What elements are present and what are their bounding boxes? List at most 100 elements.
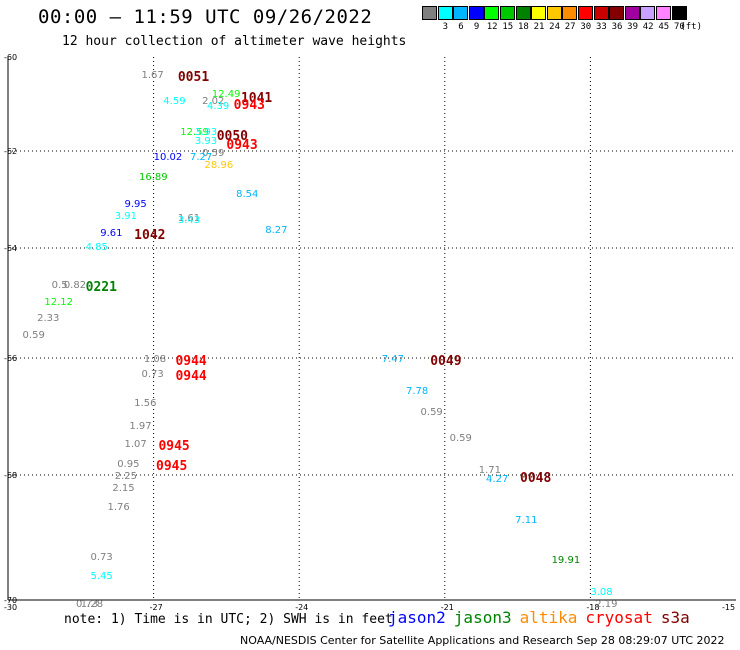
wave-height-label: 28.96 [204,159,234,171]
latitude-tick-label: -66 [4,354,18,363]
pass-time-label: 0945 [158,438,190,454]
wave-height-label: 2.15 [112,483,135,495]
wave-height-label: 7.11 [515,514,538,526]
wave-height-label: 12.59 [180,126,209,138]
wave-height-label: 1.28 [80,599,104,610]
pass-time-label: 0943 [233,98,265,114]
legend-tick-label: 18 [517,22,529,32]
latitude-tick-label: -60 [4,53,18,62]
satellite-label-cryosat: cryosat [585,608,653,627]
wave-height-label: 3.43 [177,215,201,227]
wave-height-label: 0.73 [141,368,164,380]
wave-height-label: 2.25 [114,471,138,483]
legend-tick-label: 27 [564,22,576,32]
pass-time-label: 0221 [85,280,117,295]
satellite-legend: jason2 jason3 altika cryosat s3a [388,608,698,627]
wave-height-label: 0.82 [63,280,87,291]
wave-height-label: 1.07 [124,438,147,450]
wave-height-label: 4.59 [163,95,186,107]
wave-height-label: 12.12 [44,296,74,308]
satellite-label-altika: altika [519,608,578,627]
legend-swatch [531,6,547,20]
legend-tick-label: 45 [658,22,670,32]
longitude-tick-label: -30 [4,603,18,612]
wave-height-label: 7.78 [405,386,429,398]
pass-time-label: 0944 [175,368,207,384]
legend-swatch [593,6,609,20]
wave-height-label: 4.85 [85,242,108,254]
wave-height-label: 1.76 [107,502,130,514]
legend-tick-label: 30 [580,22,592,32]
satellite-label-jason3: jason3 [453,608,512,627]
legend-swatch [624,6,640,20]
wave-height-label: 3.93 [194,135,218,147]
legend-tick-label: 21 [533,22,545,32]
pass-time-label: 0051 [177,70,210,86]
legend-tick-label: 33 [595,22,607,32]
wave-height-label: 9.95 [124,198,147,210]
wave-height-label: 12.49 [211,88,241,100]
footer-credit: NOAA/NESDIS Center for Satellite Applica… [240,634,725,647]
latitude-tick-label: -62 [4,147,18,156]
legend-swatch [468,6,484,20]
wave-height-label: 16.89 [139,171,168,183]
legend-tick-label: 70 [673,22,685,32]
wave-height-label: 7.27 [190,152,213,164]
wave-height-label: 8.27 [265,225,288,237]
wave-height-label: 1.71 [478,465,502,477]
pass-time-label: 1041 [240,91,273,107]
legend-tick-label: 24 [549,22,561,32]
pass-time-label: 1042 [134,227,166,243]
wave-height-label: 3.93 [194,126,218,138]
latitude-tick-label: -68 [4,471,18,480]
legend-swatch [546,6,562,20]
wave-height-label: 7.47 [381,354,404,366]
wave-height-label: 10.02 [153,152,183,164]
legend-swatch [640,6,656,20]
note-text: note: 1) Time is in UTC; 2) SWH is in fe… [64,612,393,627]
wave-height-label: 1.97 [129,421,152,433]
legend-swatch [437,6,453,20]
wave-height-label: 5.45 [90,570,113,582]
wave-height-label: 0.59 [202,147,225,159]
legend-swatch [484,6,500,20]
legend-swatch [453,6,469,20]
latitude-tick-label: -64 [4,244,18,253]
legend-tick-label: 9 [473,22,480,32]
wave-height-label: 3.91 [114,210,138,222]
wave-height-label: 4.39 [206,100,230,112]
legend-tick-label: 15 [502,22,514,32]
map-title: 00:00 – 11:59 UTC 09/26/2022 [38,6,373,28]
legend-swatch [515,6,531,20]
legend-swatch [562,6,578,20]
wave-height-label: 1.56 [134,397,157,409]
wave-height-label: 8.54 [236,188,259,200]
latitude-tick-label: -70 [4,596,18,605]
satellite-label-s3a: s3a [660,608,690,627]
wave-height-label: 1.61 [177,213,201,225]
pass-time-label: 0049 [430,354,462,370]
longitude-tick-label: -24 [295,603,309,612]
wave-height-label: 19.91 [551,555,581,567]
legend-swatch [422,6,437,20]
legend-swatch [578,6,593,20]
wave-height-label: 2.33 [37,313,60,324]
legend-swatch [671,6,687,20]
legend-tick-label: 39 [627,22,639,32]
wave-height-label: 0.95 [117,459,140,471]
wave-height-label: 0.5 [51,280,68,291]
wave-height-label: 2.19 [595,599,618,610]
longitude-tick-label: -21 [440,603,454,612]
longitude-tick-label: -27 [149,603,163,612]
wave-height-label: 1.67 [141,70,164,82]
longitude-tick-label: -18 [586,603,600,612]
legend-swatch [609,6,625,20]
wave-height-label: 0.73 [75,599,99,610]
longitude-tick-label: -15 [722,603,736,612]
wave-height-label: 4.27 [486,474,509,485]
legend-tick-label: 3 [442,22,449,32]
wave-height-label: 0.59 [449,433,472,445]
wave-height-label: 2.02 [202,95,225,107]
map-subtitle: 12 hour collection of altimeter wave hei… [62,34,407,49]
